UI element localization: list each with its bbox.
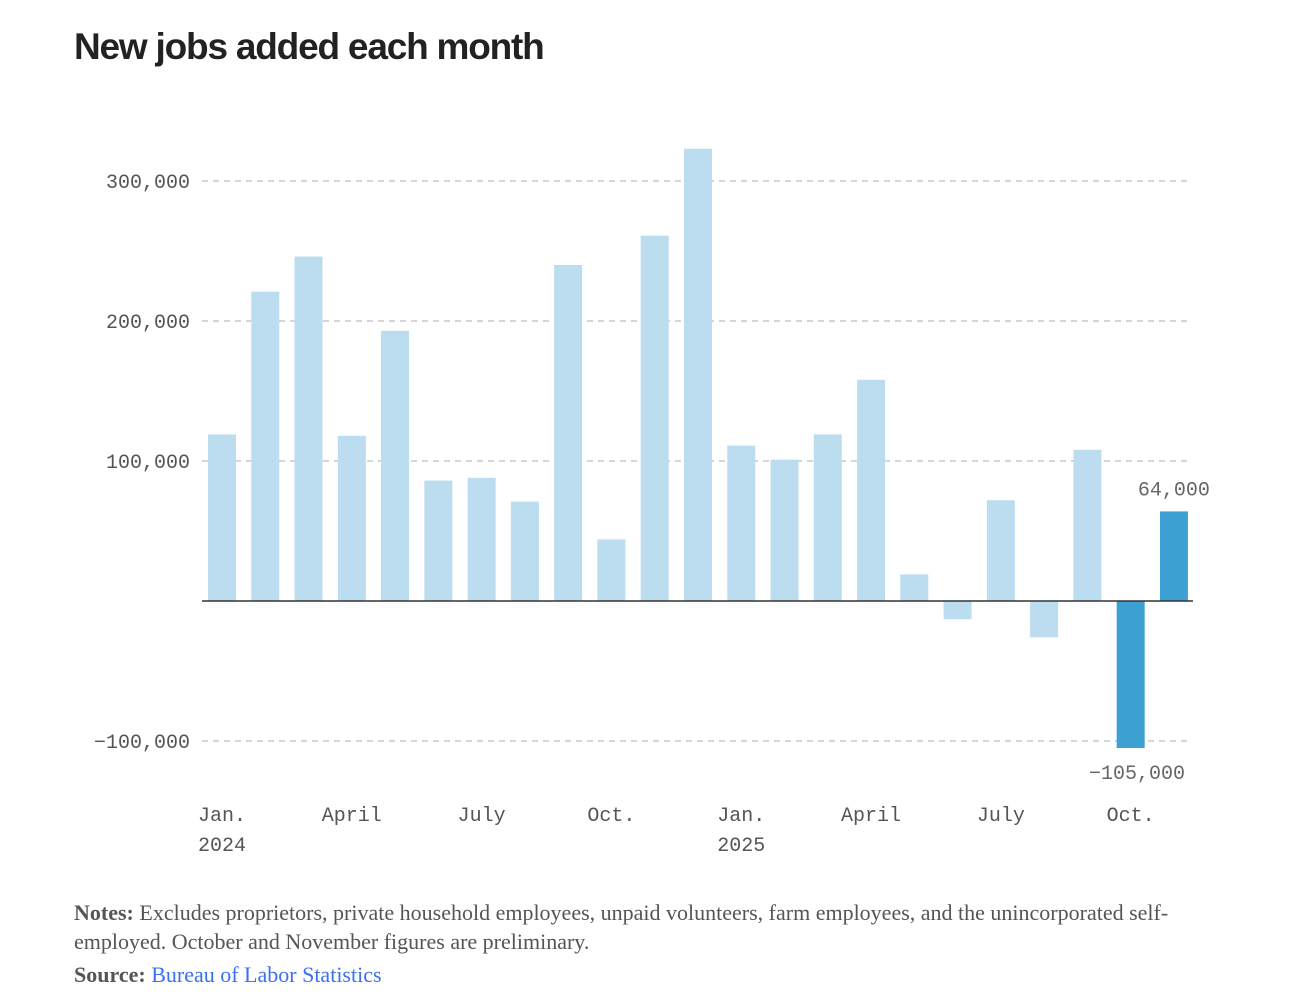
notes-label: Notes: — [74, 900, 134, 925]
bar-jan-2024 — [208, 434, 236, 601]
bar-feb-2024 — [251, 291, 280, 601]
y-tick-label: 200,000 — [106, 312, 190, 335]
bar-may-2025 — [900, 574, 929, 601]
x-tick-label: April — [841, 805, 901, 828]
x-tick-label: Oct. — [1107, 805, 1155, 828]
bar-may-2024 — [381, 330, 410, 601]
x-tick-label: April — [322, 805, 382, 828]
bar-oct-2025 — [1116, 601, 1145, 748]
x-tick-year: 2025 — [717, 835, 765, 858]
source: Source: Bureau of Labor Statistics — [74, 962, 382, 988]
bar-jun-2024 — [424, 480, 453, 601]
notes: Notes: Excludes proprietors, private hou… — [74, 898, 1194, 956]
bar-jan-2025 — [727, 445, 756, 601]
data-label: −105,000 — [1089, 763, 1185, 786]
bar-apr-2024 — [337, 435, 366, 601]
x-tick-label: Oct. — [587, 805, 635, 828]
x-tick-label: Jan. — [717, 805, 765, 828]
bar-mar-2025 — [813, 434, 842, 601]
notes-text: Excludes proprietors, private household … — [74, 900, 1169, 954]
bar-sep-2025 — [1073, 449, 1102, 601]
x-tick-label: July — [458, 805, 506, 828]
bar-nov-2024 — [640, 235, 669, 601]
bar-apr-2025 — [857, 379, 886, 601]
bar-jun-2025 — [943, 601, 972, 620]
data-label: 64,000 — [1138, 479, 1210, 502]
y-tick-label: −100,000 — [94, 732, 190, 755]
bar-mar-2024 — [294, 256, 323, 601]
bar-aug-2025 — [1030, 601, 1059, 638]
y-tick-label: 300,000 — [106, 172, 190, 195]
x-tick-label: July — [977, 805, 1025, 828]
bar-sep-2024 — [554, 265, 583, 601]
x-tick-year: 2024 — [198, 835, 246, 858]
bar-feb-2025 — [770, 459, 799, 601]
chart-title: New jobs added each month — [74, 26, 545, 67]
x-tick-label: Jan. — [198, 805, 246, 828]
bar-oct-2024 — [597, 539, 626, 601]
source-link[interactable]: Bureau of Labor Statistics — [151, 962, 382, 987]
bar-dec-2024 — [683, 148, 712, 602]
bar-jul-2025 — [986, 500, 1015, 601]
bar-jul-2024 — [467, 477, 496, 601]
source-label: Source: — [74, 962, 146, 987]
bar-aug-2024 — [510, 501, 539, 601]
y-tick-label: 100,000 — [106, 452, 190, 475]
bar-nov-2025 — [1159, 511, 1188, 601]
